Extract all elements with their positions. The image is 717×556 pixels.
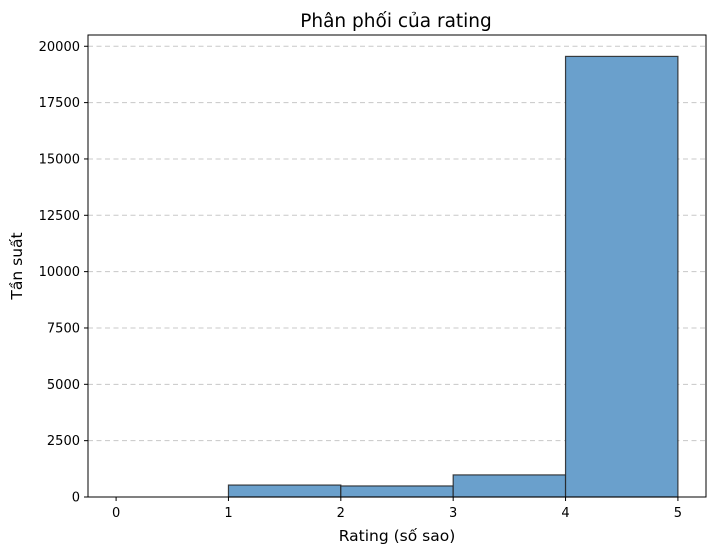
x-tick-label: 4	[561, 506, 569, 521]
y-tick-label: 2500	[47, 434, 80, 449]
y-tick-label: 15000	[39, 152, 80, 167]
histogram-bar	[227, 484, 342, 498]
y-gridlines	[88, 45, 706, 442]
x-axis-ticks: 0 1 2 3 4 5	[112, 497, 682, 521]
x-tick-label: 3	[449, 506, 457, 521]
y-tick-label: 7500	[47, 321, 80, 336]
y-tick-label: 5000	[47, 378, 80, 393]
histogram-bar	[340, 485, 454, 498]
x-tick-label: 2	[337, 506, 345, 521]
histogram-bar	[564, 55, 679, 498]
y-tick-label: 12500	[39, 209, 80, 224]
y-axis-title: Tần suất	[8, 232, 26, 300]
x-tick-label: 0	[112, 506, 120, 521]
x-tick-label: 1	[224, 506, 232, 521]
chart-title: Phân phối của rating	[300, 11, 492, 32]
histogram-bar	[452, 474, 567, 498]
histogram-bars	[227, 55, 679, 498]
y-tick-label: 0	[72, 491, 80, 506]
plot-frame	[87, 34, 707, 498]
y-axis-ticks: 0 2500 5000 7500 10000 12500 15000 17500 20000	[39, 40, 88, 506]
y-tick-label: 20000	[39, 40, 80, 55]
y-tick-label: 17500	[39, 96, 80, 111]
y-tick-label: 10000	[39, 265, 80, 280]
x-tick-label: 5	[674, 506, 682, 521]
x-axis-title: Rating (số sao)	[339, 527, 456, 545]
